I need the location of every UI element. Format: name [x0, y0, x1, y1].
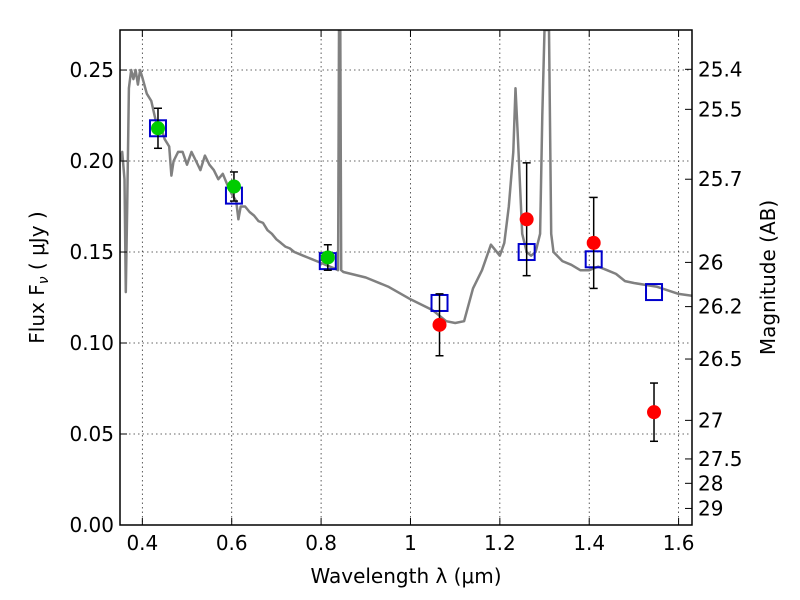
- y-tick-label: 0.05: [69, 422, 114, 446]
- x-tick-label: 0.6: [216, 531, 248, 555]
- y2-axis-title: Magnitude (AB): [756, 200, 780, 355]
- y2-tick-label: 29: [698, 496, 723, 520]
- y-tick-label: 0.00: [69, 513, 114, 537]
- y-axis-title-subscript: ν: [36, 276, 52, 284]
- ticks-layer: 0.4 0.6 0.8 1 1.2 1.4 1.6 0.00 0.05 0.10 0.15 0.20 0…: [69, 30, 743, 555]
- y-axis-title: Flux Fν ( μJy ): [25, 211, 52, 343]
- model-photometry-square: [645, 283, 664, 302]
- x-tick-label: 1: [404, 531, 417, 555]
- x-axis-title: Wavelength λ (μm): [310, 564, 501, 588]
- nir-detection-point: [647, 405, 662, 420]
- plot-frame: [119, 29, 693, 526]
- y2-tick-label: 26: [698, 250, 723, 274]
- nir-detection-point: [586, 235, 601, 250]
- y-tick-label: 0.25: [69, 58, 114, 82]
- y2-tick-label: 27: [698, 408, 723, 432]
- grid-layer: [120, 30, 692, 526]
- sed-model-line: [120, 30, 692, 325]
- optical-detection-point: [226, 179, 241, 194]
- x-tick-label: 0.4: [126, 531, 158, 555]
- optical-detection-point: [150, 121, 165, 136]
- optical-detection-point: [320, 250, 335, 265]
- y-tick-label: 0.10: [69, 331, 114, 355]
- x-tick-label: 0.8: [305, 531, 337, 555]
- x-tick-label: 1.2: [484, 531, 516, 555]
- y2-tick-label: 26.5: [698, 347, 743, 371]
- y-tick-label: 0.15: [69, 240, 114, 264]
- y2-tick-label: 25.4: [698, 57, 743, 81]
- y2-tick-label: 27.5: [698, 447, 743, 471]
- nir-detection-point: [519, 212, 534, 227]
- x-tick-label: 1.6: [663, 531, 695, 555]
- x-tick-label: 1.4: [573, 531, 605, 555]
- y2-tick-label: 25.7: [698, 167, 743, 191]
- y-axis-title-main: Flux F: [25, 284, 49, 343]
- y-axis-title-unit: ( μJy ): [25, 211, 49, 276]
- plot-clipped: [120, 30, 692, 443]
- y2-tick-label: 28: [698, 471, 723, 495]
- nir-detection-point: [432, 317, 447, 332]
- y-tick-label: 0.20: [69, 149, 114, 173]
- plot-area: [120, 30, 692, 443]
- y2-tick-label: 25.5: [698, 97, 743, 121]
- y2-tick-label: 26.2: [698, 295, 743, 319]
